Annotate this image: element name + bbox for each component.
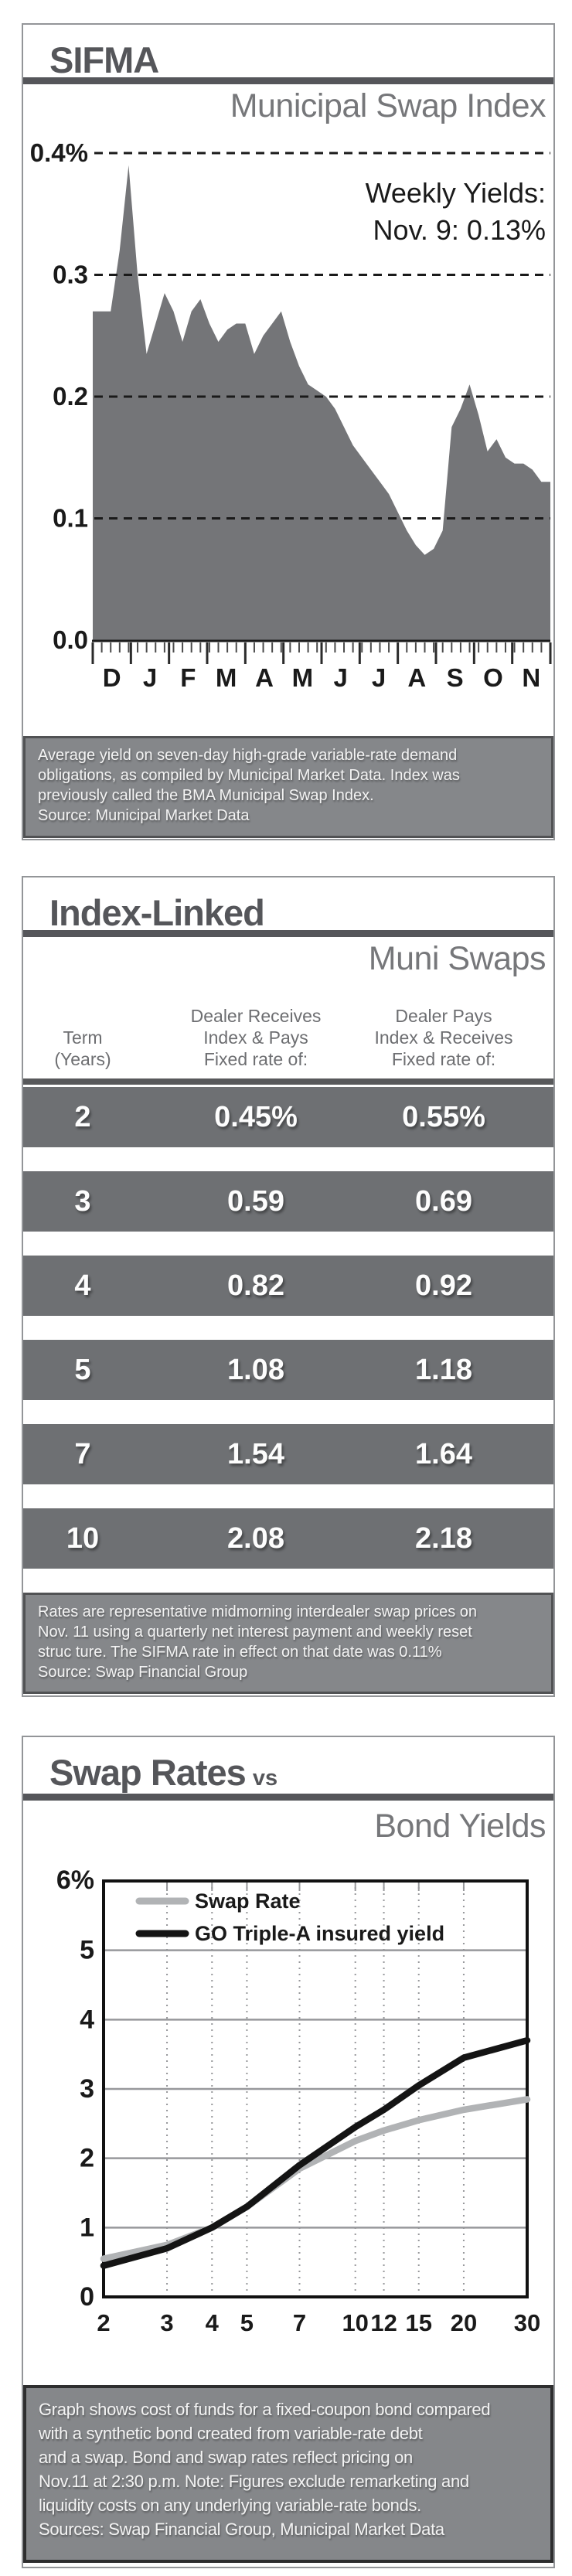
svg-text:GO Triple-A insured yield: GO Triple-A insured yield bbox=[195, 1922, 444, 1945]
svg-text:0.3: 0.3 bbox=[53, 261, 88, 289]
svg-text:A: A bbox=[255, 663, 274, 692]
svg-text:0.0: 0.0 bbox=[53, 625, 88, 654]
pays-rate: 2.18 bbox=[415, 1522, 472, 1555]
table-row: 2 0.45% 0.55% bbox=[23, 1087, 553, 1147]
receives-rate: 1.08 bbox=[227, 1354, 284, 1386]
pays-rate: 1.64 bbox=[415, 1438, 472, 1470]
svg-text:12: 12 bbox=[370, 2309, 397, 2336]
panel-title-swap-rates: Swap Rates vs bbox=[49, 1754, 277, 1791]
svg-text:5: 5 bbox=[80, 1936, 94, 1965]
title-rule bbox=[23, 77, 553, 84]
column-header-dealer-receives: Dealer Receives Index & Pays Fixed rate … bbox=[190, 1006, 322, 1069]
title-rule bbox=[23, 930, 553, 937]
svg-text:0.4%: 0.4% bbox=[30, 139, 88, 167]
panel-subtitle-muni-swaps: Muni Swaps bbox=[368, 940, 546, 977]
panel-subtitle-bond-yields: Bond Yields bbox=[374, 1808, 546, 1845]
svg-text:J: J bbox=[333, 663, 347, 692]
panel-title-sifma: SIFMA bbox=[49, 39, 159, 80]
svg-text:M: M bbox=[216, 663, 237, 692]
pays-rate: 0.92 bbox=[415, 1269, 472, 1302]
panel-title-text: Swap Rates bbox=[49, 1752, 247, 1793]
term-value: 3 bbox=[74, 1185, 91, 1218]
svg-text:2: 2 bbox=[80, 2144, 94, 2173]
svg-text:D: D bbox=[103, 663, 121, 692]
svg-text:0: 0 bbox=[80, 2282, 94, 2312]
column-header-term: Term (Years) bbox=[54, 1027, 111, 1069]
svg-text:30: 30 bbox=[514, 2309, 540, 2336]
term-value: 4 bbox=[74, 1269, 91, 1302]
receives-rate: 2.08 bbox=[227, 1522, 284, 1555]
term-value: 7 bbox=[74, 1438, 91, 1470]
pays-rate: 0.55% bbox=[402, 1101, 485, 1133]
table-row: 7 1.54 1.64 bbox=[23, 1424, 553, 1484]
sifma-panel: SIFMA Municipal Swap Index 0.4% 0.3 0.2 0.1… bbox=[22, 23, 555, 840]
svg-text:J: J bbox=[143, 663, 157, 692]
panel-subtitle-municipal-swap-index: Municipal Swap Index bbox=[230, 87, 546, 124]
index-linked-panel: Index-Linked Muni Swaps Term (Years) Dea… bbox=[22, 876, 555, 1697]
table-row: 10 2.08 2.18 bbox=[23, 1508, 553, 1569]
svg-text:Swap Rate: Swap Rate bbox=[195, 1889, 301, 1913]
svg-text:0.1: 0.1 bbox=[53, 504, 88, 533]
svg-text:N: N bbox=[522, 663, 540, 692]
pays-rate: 0.69 bbox=[415, 1185, 472, 1218]
svg-text:Nov. 9: 0.13%: Nov. 9: 0.13% bbox=[373, 214, 546, 246]
svg-text:Weekly Yields:: Weekly Yields: bbox=[366, 177, 546, 209]
panel-title-vs: vs bbox=[252, 1766, 278, 1791]
panel-title-index-linked: Index-Linked bbox=[49, 892, 265, 933]
table-row: 4 0.82 0.92 bbox=[23, 1256, 553, 1316]
svg-text:0.2: 0.2 bbox=[53, 382, 88, 411]
svg-text:10: 10 bbox=[342, 2309, 368, 2336]
term-value: 10 bbox=[66, 1522, 100, 1555]
svg-text:F: F bbox=[180, 663, 196, 692]
svg-text:M: M bbox=[292, 663, 314, 692]
table-header-rule bbox=[23, 1078, 553, 1085]
svg-text:4: 4 bbox=[206, 2309, 220, 2336]
svg-text:4: 4 bbox=[80, 2005, 94, 2034]
svg-text:A: A bbox=[407, 663, 426, 692]
sifma-footer-note: Average yield on seven-day high-grade va… bbox=[23, 736, 553, 838]
svg-text:15: 15 bbox=[405, 2309, 431, 2336]
receives-rate: 0.82 bbox=[227, 1269, 284, 1302]
svg-text:2: 2 bbox=[97, 2309, 110, 2336]
receives-rate: 0.45% bbox=[214, 1101, 298, 1133]
column-header-dealer-pays: Dealer Pays Index & Receives Fixed rate … bbox=[374, 1006, 513, 1069]
pays-rate: 1.18 bbox=[415, 1354, 472, 1386]
svg-text:S: S bbox=[447, 663, 464, 692]
svg-text:7: 7 bbox=[293, 2309, 306, 2336]
svg-text:3: 3 bbox=[80, 2074, 94, 2104]
index-linked-footer-note: Rates are representative midmorning inte… bbox=[23, 1593, 553, 1694]
svg-text:5: 5 bbox=[240, 2309, 254, 2336]
svg-text:J: J bbox=[372, 663, 386, 692]
table-row: 3 0.59 0.69 bbox=[23, 1171, 553, 1232]
receives-rate: 1.54 bbox=[227, 1438, 284, 1470]
term-value: 5 bbox=[74, 1354, 91, 1386]
term-value: 2 bbox=[74, 1101, 91, 1133]
receives-rate: 0.59 bbox=[227, 1185, 284, 1218]
svg-text:3: 3 bbox=[160, 2309, 173, 2336]
svg-text:6%: 6% bbox=[56, 1866, 94, 1895]
svg-text:O: O bbox=[483, 663, 503, 692]
swap-rates-footer-note: Graph shows cost of funds for a fixed-co… bbox=[23, 2385, 553, 2563]
title-rule bbox=[23, 1794, 553, 1801]
svg-text:20: 20 bbox=[451, 2309, 477, 2336]
svg-text:1: 1 bbox=[80, 2213, 94, 2242]
table-row: 5 1.08 1.18 bbox=[23, 1340, 553, 1400]
swap-rates-panel: Swap Rates vs Bond Yields Swap Rate GO Tri… bbox=[22, 1736, 555, 2568]
